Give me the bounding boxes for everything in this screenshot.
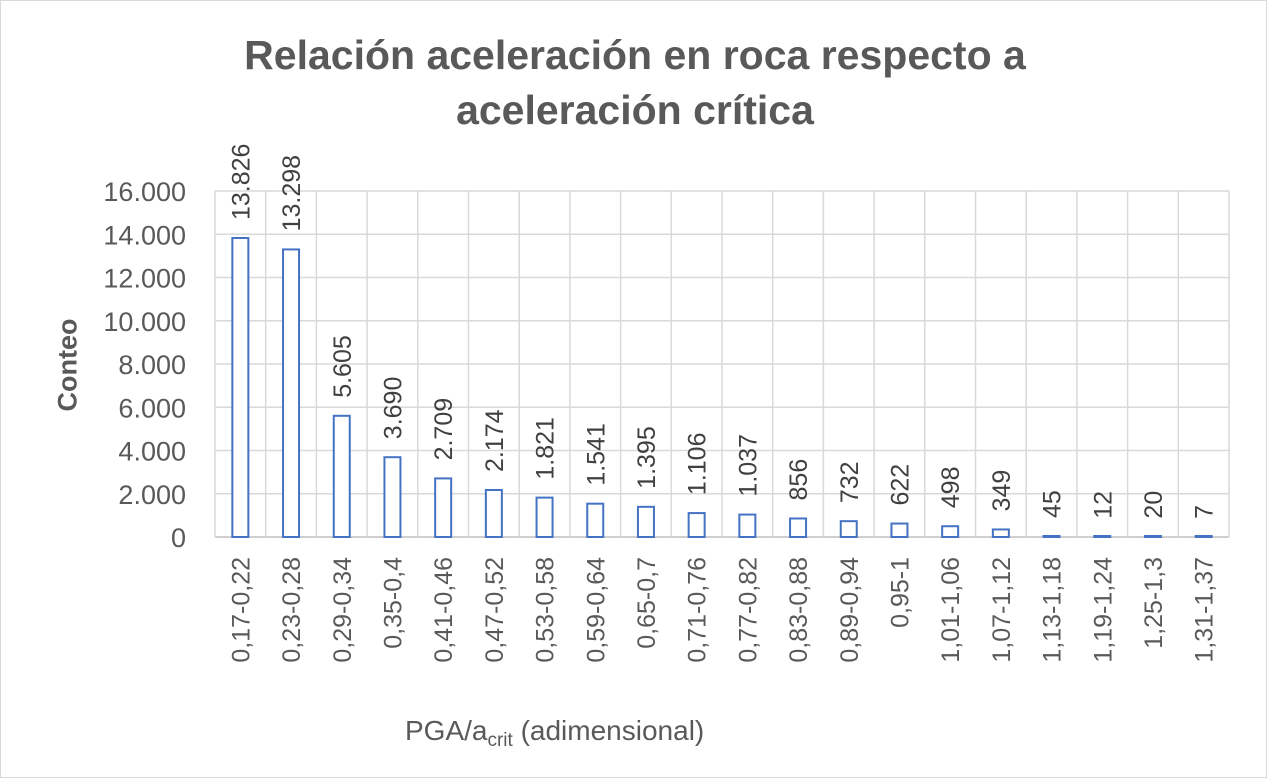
bar: [383, 456, 402, 538]
data-label: 12: [1089, 491, 1117, 519]
data-label: 856: [785, 459, 813, 501]
bar: [535, 496, 554, 539]
y-tick-label: 0: [171, 523, 186, 553]
bar: [586, 502, 605, 538]
chart-title: Relación aceleración en roca respecto a …: [244, 32, 1026, 133]
data-label: 3.690: [379, 377, 407, 440]
data-label: 1.541: [582, 423, 610, 486]
data-label: 1.037: [734, 434, 762, 497]
y-tick-label: 14.000: [103, 220, 186, 250]
y-axis-title: Conteo: [52, 318, 83, 412]
bar: [332, 414, 351, 538]
bar: [1194, 535, 1213, 538]
data-label: 349: [988, 470, 1016, 512]
x-tick-label: 1,01-1,06: [937, 557, 965, 663]
x-tick-label: 0,77-0,82: [734, 557, 762, 663]
data-label: 1.821: [532, 417, 560, 480]
bar: [282, 248, 301, 538]
bar: [434, 477, 453, 539]
data-label: 622: [886, 464, 914, 506]
data-label: 2.709: [430, 398, 458, 461]
y-tick-label: 6.000: [118, 393, 186, 423]
x-axis-title-main: PGA/a: [405, 715, 488, 746]
bar: [991, 528, 1010, 539]
bar: [636, 505, 655, 539]
x-tick-label: 0,53-0,58: [532, 557, 560, 663]
x-tick-label: 0,83-0,88: [785, 557, 813, 663]
x-tick-label: 1,31-1,37: [1191, 557, 1219, 663]
x-tick-label: 1,19-1,24: [1089, 557, 1117, 663]
bar: [839, 520, 858, 538]
x-tick-label: 0,23-0,28: [278, 557, 306, 663]
x-tick-label: 0,17-0,22: [227, 557, 255, 663]
bar: [738, 513, 757, 539]
bar: [1093, 535, 1112, 538]
bar: [231, 237, 250, 538]
x-axis-title: PGA/acrit (adimensional): [405, 715, 704, 752]
bar: [941, 525, 960, 539]
bar: [687, 512, 706, 539]
data-label: 2.174: [481, 409, 509, 472]
x-axis-title-rest: (adimensional): [512, 715, 705, 746]
x-tick-label: 0,47-0,52: [481, 557, 509, 663]
y-tick-label: 2.000: [118, 480, 186, 510]
x-tick-label: 0,71-0,76: [684, 557, 712, 663]
data-label: 45: [1039, 490, 1067, 518]
x-tick-label: 0,95-1: [886, 557, 914, 628]
x-axis-title-subscript: crit: [487, 730, 513, 751]
x-tick-label: 0,89-0,94: [836, 557, 864, 663]
x-tick-label: 1,07-1,12: [988, 557, 1016, 663]
y-tick-label: 12.000: [103, 264, 186, 294]
bar: [484, 488, 503, 538]
data-label: 13.298: [278, 155, 306, 231]
y-tick-label: 8.000: [118, 350, 186, 380]
data-label: 498: [937, 467, 965, 509]
bar: [1143, 535, 1162, 538]
x-tick-label: 0,65-0,7: [633, 557, 661, 649]
y-tick-label: 10.000: [103, 307, 186, 337]
x-tick-label: 0,59-0,64: [582, 557, 610, 663]
data-label: 20: [1140, 491, 1168, 519]
data-label: 1.395: [633, 426, 661, 489]
bar: [1042, 535, 1061, 538]
data-label: 13.826: [227, 144, 255, 220]
y-tick-label: 16.000: [103, 177, 186, 207]
x-tick-label: 0,41-0,46: [430, 557, 458, 663]
bar: [789, 517, 808, 539]
bar: [890, 522, 909, 539]
x-tick-label: 0,35-0,4: [379, 557, 407, 649]
data-label: 7: [1191, 505, 1219, 519]
data-label: 732: [836, 461, 864, 503]
x-tick-label: 0,29-0,34: [329, 557, 357, 663]
data-label: 5.605: [329, 335, 357, 398]
data-label: 1.106: [684, 433, 712, 496]
x-tick-label: 1,25-1,3: [1140, 557, 1168, 649]
y-tick-label: 4.000: [118, 437, 186, 467]
x-tick-label: 1,13-1,18: [1039, 557, 1067, 663]
